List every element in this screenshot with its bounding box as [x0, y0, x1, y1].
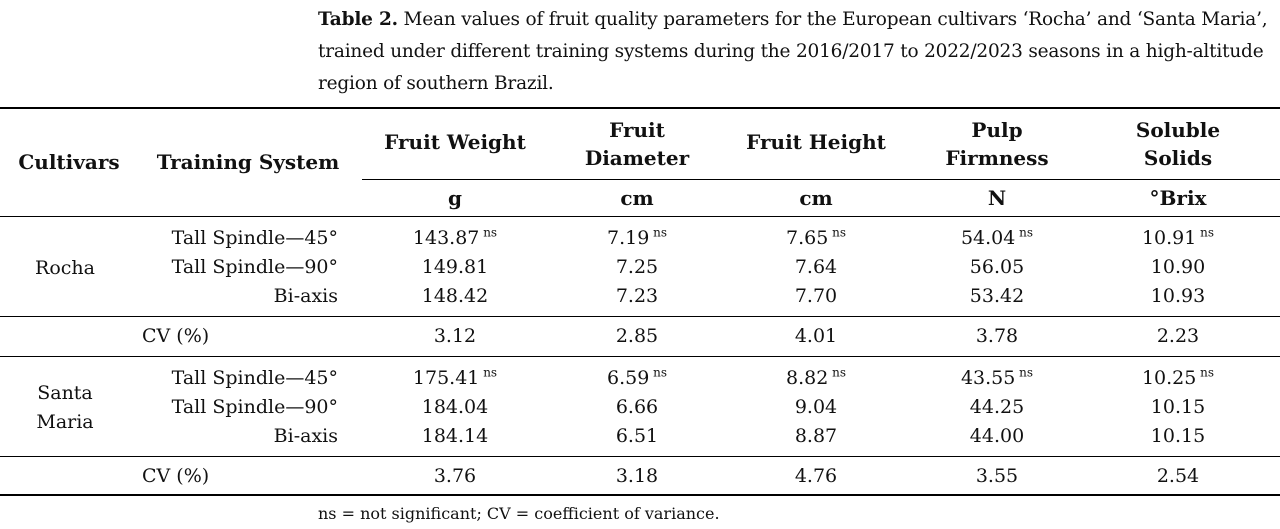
header-fruit-diameter: Fruit Diameter — [584, 118, 690, 170]
cv-label: CV (%) — [142, 465, 210, 487]
value-cell: 43.55 ns — [960, 365, 1034, 389]
training-system-label: Bi-axis — [273, 285, 338, 307]
significance-mark: ns — [1196, 225, 1215, 240]
cv-value: 2.54 — [1156, 465, 1200, 487]
significance-mark: ns — [828, 225, 846, 240]
significance-mark: ns — [828, 365, 846, 380]
group-rule — [0, 316, 1280, 317]
value-cell: 54.04 ns — [960, 225, 1034, 249]
header-fruit-height: Fruit Height — [746, 130, 886, 154]
cv-value: 3.18 — [615, 465, 659, 487]
header-unit-0: g — [448, 186, 462, 210]
header-unit-2: cm — [799, 186, 833, 210]
value-cell: 7.65 ns — [785, 225, 846, 249]
value-cell: 8.82 ns — [785, 365, 846, 389]
value-cell: 7.70 — [794, 285, 838, 307]
training-system-label: Tall Spindle—45° — [171, 227, 338, 249]
header-unit-4: °Brix — [1149, 186, 1207, 210]
value-cell: 143.87 ns — [412, 225, 498, 249]
value-cell: 149.81 — [421, 256, 489, 278]
cultivar-name: Santa — [37, 382, 93, 404]
significance-mark: ns — [479, 365, 498, 380]
significance-mark: ns — [1196, 365, 1215, 380]
value-cell: 8.87 — [794, 425, 838, 447]
table-footnote: ns = not significant; CV = coefficient o… — [318, 504, 720, 523]
value-cell: 44.25 — [969, 396, 1025, 418]
significance-mark: ns — [1015, 225, 1034, 240]
value-cell: 10.25 ns — [1141, 365, 1215, 389]
training-system-label: Tall Spindle—45° — [171, 367, 338, 389]
header-soluble-solids: Soluble Solids — [1135, 118, 1221, 170]
significance-mark: ns — [479, 225, 498, 240]
value-cell: 6.51 — [615, 425, 659, 447]
group-separator-rule — [0, 356, 1280, 357]
cultivar-name: Maria — [36, 411, 94, 433]
value-cell: 56.05 — [969, 256, 1025, 278]
header-training-system: Training System — [156, 150, 340, 174]
training-system-label: Tall Spindle—90° — [171, 256, 338, 278]
table-top-rule — [0, 107, 1280, 109]
value-cell: 175.41 ns — [412, 365, 498, 389]
training-system-label: Bi-axis — [273, 425, 338, 447]
caption-text: Mean values of fruit quality parameters … — [318, 9, 1268, 94]
significance-mark: ns — [649, 365, 667, 380]
header-bottom-rule — [0, 216, 1280, 217]
value-cell: 6.59 ns — [606, 365, 667, 389]
header-sub-rule — [362, 179, 1280, 180]
table-bottom-rule — [0, 494, 1280, 496]
cultivar-name: Rocha — [35, 257, 95, 279]
value-cell: 148.42 — [421, 285, 489, 307]
header-unit-1: cm — [620, 186, 654, 210]
group-rule — [0, 456, 1280, 457]
significance-mark: ns — [1015, 365, 1034, 380]
value-cell: 10.15 — [1150, 396, 1206, 418]
value-cell: 7.64 — [794, 256, 838, 278]
cv-value: 4.76 — [794, 465, 838, 487]
value-cell: 10.15 — [1150, 425, 1206, 447]
value-cell: 7.25 — [615, 256, 659, 278]
cv-value: 2.23 — [1156, 325, 1200, 347]
header-unit-3: N — [987, 186, 1007, 210]
value-cell: 7.23 — [615, 285, 659, 307]
cv-value: 3.12 — [433, 325, 477, 347]
cv-value: 2.85 — [615, 325, 659, 347]
caption-label: Table 2. — [318, 9, 398, 30]
value-cell: 6.66 — [615, 396, 659, 418]
value-cell: 44.00 — [969, 425, 1025, 447]
training-system-label: Tall Spindle—90° — [171, 396, 338, 418]
cv-label: CV (%) — [142, 325, 210, 347]
value-cell: 53.42 — [969, 285, 1025, 307]
cv-value: 3.76 — [433, 465, 477, 487]
value-cell: 7.19 ns — [606, 225, 667, 249]
cv-value: 3.78 — [975, 325, 1019, 347]
header-cultivars: Cultivars — [18, 150, 120, 174]
table-caption: Table 2. Mean values of fruit quality pa… — [318, 4, 1278, 100]
value-cell: 10.93 — [1150, 285, 1206, 307]
value-cell: 9.04 — [794, 396, 838, 418]
value-cell: 184.14 — [421, 425, 489, 447]
cv-value: 4.01 — [794, 325, 838, 347]
value-cell: 184.04 — [421, 396, 489, 418]
cv-value: 3.55 — [975, 465, 1019, 487]
header-pulp-firmness: Pulp Firmness — [945, 118, 1049, 170]
header-fruit-weight: Fruit Weight — [384, 130, 526, 154]
significance-mark: ns — [649, 225, 667, 240]
value-cell: 10.91 ns — [1141, 225, 1215, 249]
value-cell: 10.90 — [1150, 256, 1206, 278]
